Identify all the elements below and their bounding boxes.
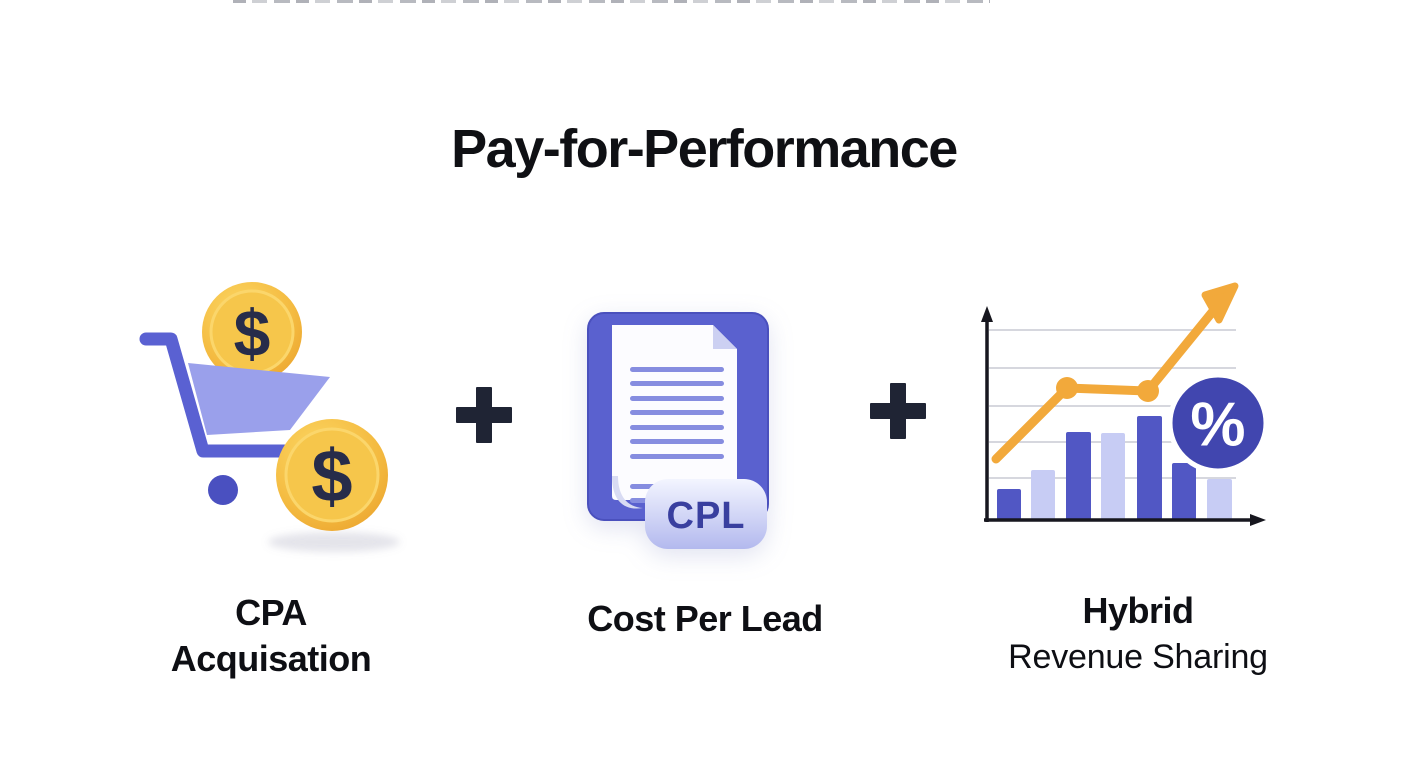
- concept-label-cpa: CPA Acquisation: [118, 590, 424, 682]
- cpl-badge-text: CPL: [667, 495, 746, 537]
- label-line: Hybrid: [1082, 590, 1194, 631]
- coin-icon: $: [202, 282, 302, 382]
- trend-arrowhead: [1201, 282, 1239, 324]
- chart-axes: [981, 306, 1266, 526]
- label-line: Revenue Sharing: [1008, 638, 1268, 676]
- concept-label-hybrid: Hybrid Revenue Sharing: [985, 588, 1291, 680]
- shopping-cart-coins-icon: $ $: [139, 282, 400, 552]
- trend-line: [991, 282, 1239, 464]
- cpl-document-icon: CPL: [587, 312, 769, 549]
- trend-point: [1137, 380, 1159, 402]
- cropped-text-artifact: [233, 0, 990, 3]
- percent-circle: [1167, 372, 1269, 474]
- concept-label-cpl: Cost Per Lead: [552, 596, 858, 642]
- plus-icon: [456, 387, 512, 443]
- growth-chart-percent-icon: %: [981, 282, 1269, 526]
- cart-wheel: [208, 475, 238, 505]
- chart-bar: [1031, 470, 1055, 520]
- chart-bar: [1101, 433, 1125, 520]
- dollar-symbol: $: [311, 435, 352, 518]
- label-line: CPA: [235, 592, 307, 633]
- chart-bar: [997, 489, 1021, 520]
- page-fold-corner: [713, 325, 737, 349]
- coin-icon: $: [276, 419, 388, 531]
- dollar-symbol: $: [234, 296, 271, 370]
- plus-vertical-bar: [890, 383, 906, 439]
- page-curl: [612, 476, 643, 509]
- cpl-badge: [645, 479, 767, 549]
- percent-symbol: %: [1190, 391, 1245, 460]
- chart-bar: [1207, 479, 1232, 520]
- chart-bars: [997, 416, 1232, 520]
- plus-vertical-bar: [476, 387, 492, 443]
- cart-basket: [188, 363, 330, 435]
- label-line: Acquisation: [170, 638, 372, 679]
- label-line: Cost Per Lead: [587, 598, 823, 639]
- chart-bar: [1172, 463, 1196, 520]
- cart-shadow: [268, 532, 400, 552]
- trend-point: [1056, 377, 1078, 399]
- page-title: Pay-for-Performance: [451, 119, 958, 180]
- chart-bar: [1066, 432, 1091, 520]
- cart-handle: [139, 332, 295, 458]
- chart-bar: [1137, 416, 1162, 520]
- plus-icon: [870, 383, 926, 439]
